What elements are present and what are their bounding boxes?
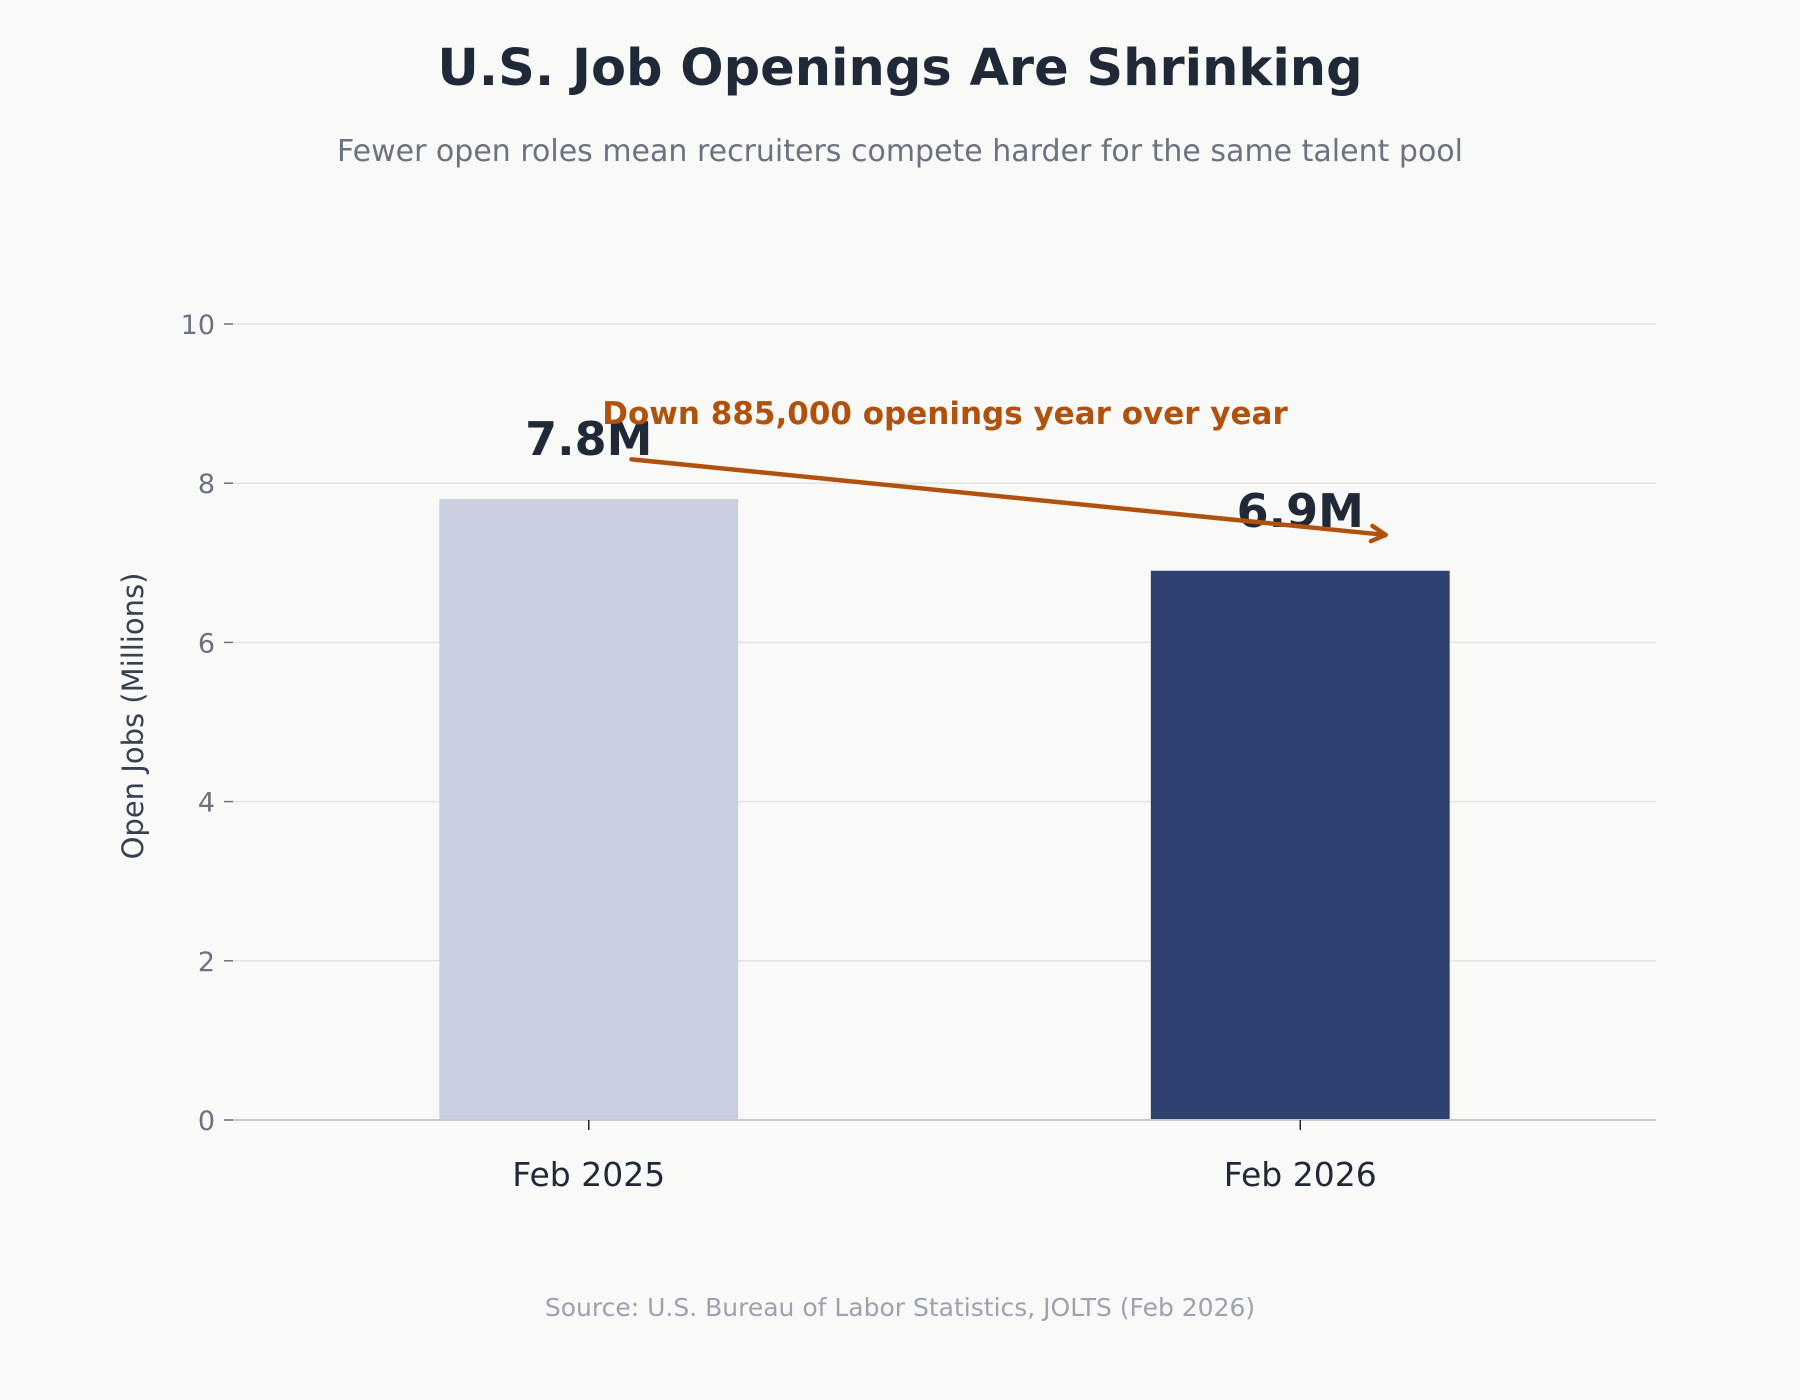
chart-subtitle: Fewer open roles mean recruiters compete… <box>337 134 1463 169</box>
data-labels: 7.8M6.9M <box>525 412 1364 538</box>
y-axis-title: Open Jobs (Millions) <box>116 573 150 860</box>
bars <box>439 499 1450 1120</box>
y-axis: 0 2 4 6 8 10 <box>181 310 233 1137</box>
annotation-arrow <box>629 457 1388 538</box>
x-tick-label: Feb 2026 <box>1224 1155 1377 1194</box>
y-tick-label: 2 <box>198 947 215 978</box>
y-tick-label: 0 <box>198 1106 215 1137</box>
annotation-arrow-head <box>1368 523 1388 544</box>
bar-feb-2025 <box>439 499 739 1120</box>
y-tick-label: 8 <box>198 469 215 500</box>
y-tick-label: 4 <box>198 788 215 819</box>
chart-title: U.S. Job Openings Are Shrinking <box>437 39 1362 98</box>
bar-feb-2026 <box>1150 570 1450 1120</box>
x-axis: Feb 2025 Feb 2026 <box>233 1119 1656 1194</box>
annotation-text: Down 885,000 openings year over year <box>602 396 1288 432</box>
x-tick-label: Feb 2025 <box>512 1155 665 1194</box>
source-note: Source: U.S. Bureau of Labor Statistics,… <box>545 1293 1255 1322</box>
y-tick-label: 6 <box>198 628 215 659</box>
y-tick-label: 10 <box>181 310 215 341</box>
annotation: Down 885,000 openings year over year <box>602 396 1388 544</box>
